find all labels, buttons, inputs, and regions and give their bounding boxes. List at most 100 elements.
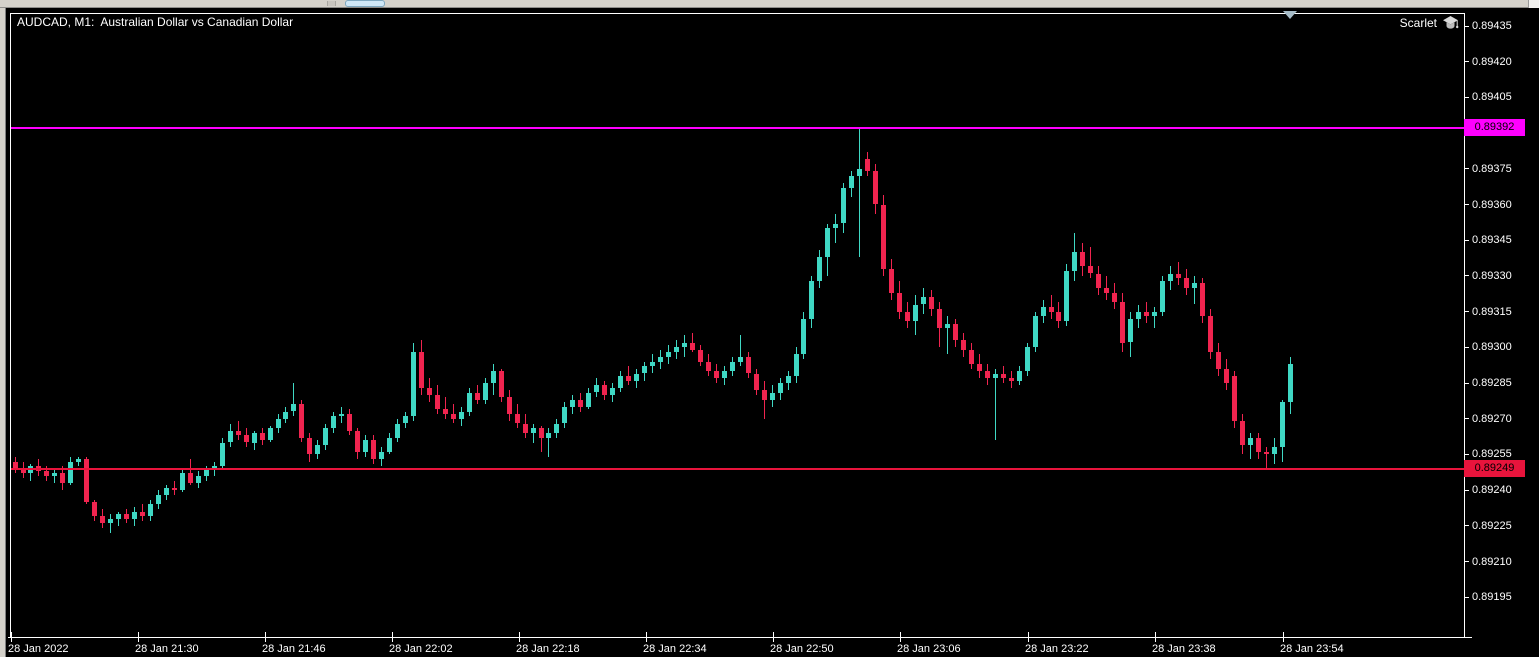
price-tick-mark bbox=[1464, 204, 1469, 205]
candle-body bbox=[697, 349, 703, 362]
candle-body bbox=[355, 430, 361, 452]
candle-body bbox=[171, 487, 177, 491]
price-tick-label: 0.89435 bbox=[1472, 20, 1512, 32]
candle-body bbox=[267, 428, 273, 441]
support-line[interactable] bbox=[11, 467, 1464, 470]
top-toolbar-strip bbox=[0, 0, 1539, 8]
price-tick-mark bbox=[1464, 346, 1469, 348]
candle-body bbox=[195, 475, 201, 483]
candle-body bbox=[1096, 273, 1102, 288]
candle-body bbox=[1072, 252, 1078, 272]
candle-body bbox=[673, 347, 679, 353]
candle-body bbox=[634, 373, 640, 381]
candle-body bbox=[546, 433, 552, 438]
candle-body bbox=[291, 404, 297, 412]
toolbar-tab-fragment[interactable] bbox=[345, 0, 385, 7]
candle-wick bbox=[1178, 261, 1179, 286]
candle-body bbox=[251, 433, 257, 443]
candle-body bbox=[12, 461, 18, 469]
candle-body bbox=[857, 168, 863, 176]
candle-body bbox=[801, 318, 807, 355]
candle-body bbox=[1223, 368, 1229, 383]
candle-body bbox=[554, 423, 560, 433]
candle-body bbox=[761, 390, 767, 400]
price-tick-label: 0.89240 bbox=[1472, 484, 1512, 497]
candle-body bbox=[944, 323, 950, 329]
candle-body bbox=[116, 513, 122, 519]
candle-body bbox=[578, 399, 584, 407]
candle-body bbox=[1040, 306, 1046, 317]
price-tick-label: 0.89255 bbox=[1472, 448, 1512, 461]
candle-wick bbox=[548, 428, 550, 457]
candle-body bbox=[20, 468, 26, 474]
graduation-cap-icon bbox=[1443, 16, 1459, 29]
candle-body bbox=[1263, 452, 1269, 455]
toolbar-splitter-handle[interactable] bbox=[327, 1, 336, 6]
candle-body bbox=[331, 416, 337, 429]
scrollbar-fragment[interactable] bbox=[1528, 0, 1539, 8]
chart-scroll-marker-triangle[interactable] bbox=[1283, 11, 1297, 19]
candle-body bbox=[458, 411, 464, 419]
candle-body bbox=[960, 340, 966, 350]
candle-body bbox=[1207, 316, 1213, 353]
candle-body bbox=[339, 413, 345, 417]
price-tick-mark bbox=[1464, 382, 1469, 384]
candle-wick bbox=[946, 316, 948, 355]
price-axis-border[interactable] bbox=[1464, 13, 1465, 637]
candle-body bbox=[148, 504, 153, 517]
candle-body bbox=[179, 473, 185, 491]
candle-body bbox=[140, 511, 145, 517]
time-axis-border[interactable] bbox=[8, 637, 1472, 638]
price-tick-label: 0.89285 bbox=[1472, 377, 1512, 389]
candle-body bbox=[490, 371, 496, 383]
expert-name-label: Scarlet bbox=[1399, 16, 1437, 30]
candle-wick bbox=[628, 366, 630, 386]
time-tick-label: 28 Jan 23:38 bbox=[1152, 643, 1216, 655]
candle-body bbox=[1144, 311, 1150, 317]
candle-body bbox=[705, 361, 711, 372]
candle-body bbox=[211, 466, 217, 469]
time-tick-label: 28 Jan 22:34 bbox=[643, 643, 707, 655]
candle-body bbox=[1160, 280, 1165, 312]
price-tick-mark bbox=[1464, 96, 1469, 98]
resistance-line[interactable] bbox=[11, 127, 1464, 130]
candle-body bbox=[777, 383, 783, 393]
candle-body bbox=[1016, 371, 1022, 381]
price-tick-label: 0.89270 bbox=[1472, 412, 1512, 425]
chart-border-left bbox=[10, 13, 11, 637]
candle-wick bbox=[1050, 294, 1052, 319]
chart-title: AUDCAD, M1: Australian Dollar vs Canadia… bbox=[17, 15, 294, 29]
candle-body bbox=[163, 487, 169, 495]
candle-body bbox=[1032, 316, 1038, 348]
candle-wick bbox=[444, 397, 446, 419]
candle-body bbox=[259, 433, 265, 441]
candle-body bbox=[76, 459, 82, 462]
candle-body bbox=[84, 459, 90, 502]
candle-wick bbox=[1106, 275, 1108, 300]
candle-body bbox=[1176, 273, 1181, 279]
candle-body bbox=[434, 394, 440, 410]
candle-body bbox=[203, 468, 209, 476]
price-tick-mark bbox=[1464, 418, 1469, 420]
candle-body bbox=[466, 392, 472, 412]
candle-body bbox=[1088, 266, 1094, 274]
candle-body bbox=[626, 375, 632, 381]
candle-body bbox=[1104, 287, 1110, 293]
candle-body bbox=[841, 187, 847, 224]
price-tick-label: 0.89195 bbox=[1472, 591, 1512, 604]
candle-body bbox=[1120, 302, 1126, 343]
price-tick-mark bbox=[1464, 275, 1469, 277]
candle-body bbox=[235, 430, 241, 436]
price-tick-label: 0.89210 bbox=[1472, 555, 1512, 568]
candle-body bbox=[187, 473, 193, 483]
candle-body bbox=[1271, 447, 1277, 455]
candle-wick bbox=[1154, 306, 1156, 329]
candle-wick bbox=[54, 468, 56, 483]
candle-body bbox=[363, 440, 369, 452]
candle-body bbox=[1183, 278, 1189, 288]
candle-body bbox=[124, 513, 130, 519]
candle-body bbox=[729, 361, 735, 372]
candle-body bbox=[681, 342, 687, 348]
candle-body bbox=[594, 385, 600, 393]
